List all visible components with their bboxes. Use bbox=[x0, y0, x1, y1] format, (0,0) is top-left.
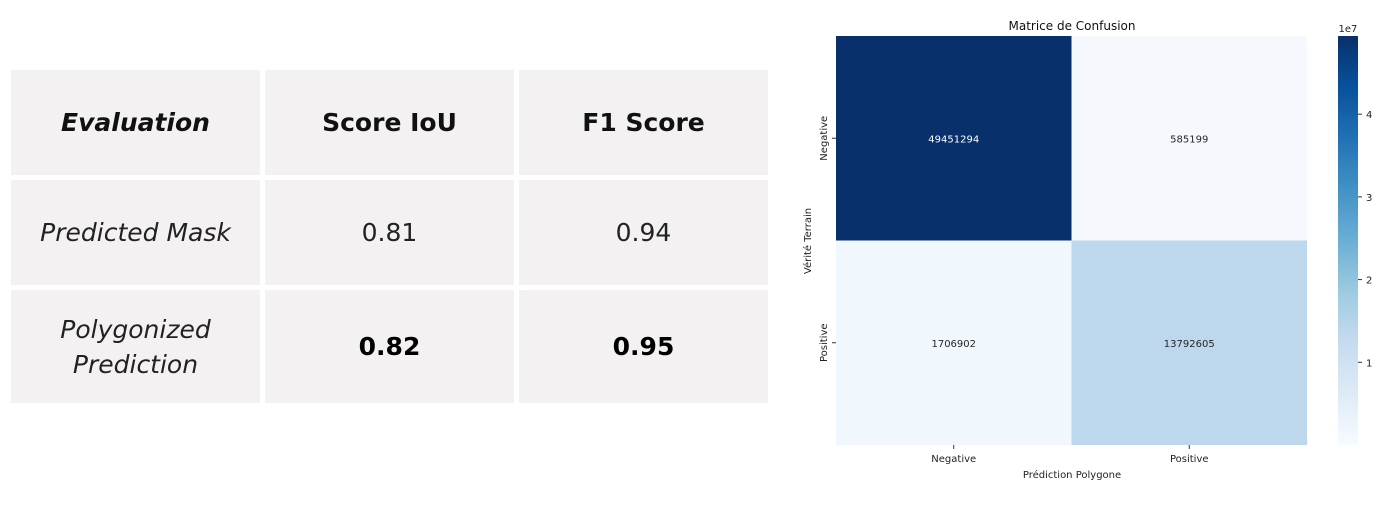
x-tick-label: Negative bbox=[931, 454, 976, 465]
y-tick-label: Negative bbox=[819, 116, 830, 161]
y-axis-ticks: Negative Positive bbox=[819, 116, 836, 362]
colorbar-multiplier: 1e7 bbox=[1339, 24, 1358, 35]
colorbar-tick-label: 3 bbox=[1366, 193, 1372, 204]
evaluation-table: Evaluation Score IoU F1 Score Predicted … bbox=[11, 70, 768, 403]
x-axis-label: Prédiction Polygone bbox=[1023, 469, 1121, 481]
colorbar-tick-label: 4 bbox=[1366, 110, 1372, 121]
x-axis-ticks: Negative Positive bbox=[931, 445, 1209, 465]
heatmap-cell bbox=[836, 240, 1072, 445]
colorbar-tick-label: 2 bbox=[1366, 276, 1372, 287]
row-label-polygonized-prediction: Polygonized Prediction bbox=[11, 290, 260, 403]
x-tick-label: Positive bbox=[1170, 454, 1209, 465]
row-label-predicted-mask: Predicted Mask bbox=[11, 180, 260, 285]
heatmap-cell bbox=[1071, 240, 1307, 445]
y-tick-label: Positive bbox=[819, 323, 830, 362]
header-evaluation: Evaluation bbox=[11, 70, 260, 175]
heatmap-cells bbox=[836, 36, 1307, 445]
chart-title: Matrice de Confusion bbox=[1009, 19, 1136, 33]
cell-value-label: 13792605 bbox=[1164, 339, 1215, 350]
cell-polygonized-f1: 0.95 bbox=[519, 290, 768, 403]
heatmap-cell bbox=[1071, 36, 1307, 241]
colorbar-tick-label: 1 bbox=[1366, 358, 1372, 369]
colorbar-ticks: 1 2 3 4 bbox=[1358, 110, 1372, 369]
heatmap-cell bbox=[836, 36, 1072, 241]
cell-value-label: 49451294 bbox=[928, 134, 979, 145]
cell-predicted-mask-f1: 0.94 bbox=[519, 180, 768, 285]
cell-value-label: 585199 bbox=[1170, 134, 1208, 145]
cell-predicted-mask-iou: 0.81 bbox=[265, 180, 514, 285]
colorbar bbox=[1338, 36, 1358, 445]
header-score-iou: Score IoU bbox=[265, 70, 514, 175]
header-f1-score: F1 Score bbox=[519, 70, 768, 175]
y-axis-label: Vérité Terrain bbox=[802, 208, 814, 274]
cell-polygonized-iou: 0.82 bbox=[265, 290, 514, 403]
cell-value-label: 1706902 bbox=[931, 339, 976, 350]
heatmap-annotations: 49451294 585199 1706902 13792605 bbox=[928, 134, 1214, 350]
